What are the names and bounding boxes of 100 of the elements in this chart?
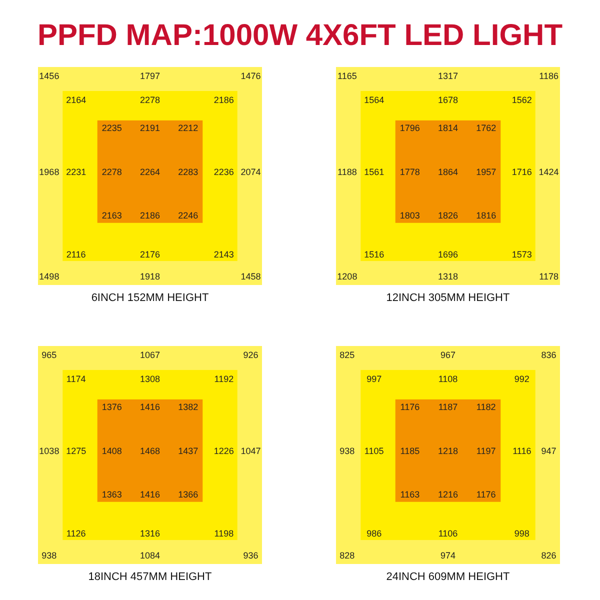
data-label: 1456 (39, 70, 60, 81)
data-label: 1275 (66, 446, 86, 456)
data-label: 1816 (476, 210, 496, 220)
data-label: 828 (340, 550, 355, 560)
data-label: 2176 (140, 250, 160, 260)
data-label: 1762 (476, 123, 496, 134)
data-label: 1188 (338, 166, 357, 177)
text: 24INCH 609MM HEIGHT (386, 571, 510, 583)
data-label: 1163 (400, 489, 420, 500)
data-label: 1573 (512, 250, 532, 260)
data-label: 1218 (438, 446, 458, 456)
data-label: 1803 (400, 210, 420, 220)
data-label: 2163 (102, 210, 122, 220)
data-label: 1416 (140, 402, 160, 412)
data-label: 938 (340, 446, 355, 456)
data-label: 2116 (66, 250, 86, 260)
data-label: 2164 (66, 94, 86, 105)
data-label: 1187 (438, 402, 458, 412)
data-label: 836 (541, 350, 556, 360)
data-label: 1864 (438, 166, 458, 177)
data-label: 1047 (240, 446, 261, 456)
data-label: 826 (541, 550, 556, 560)
data-label: 1498 (39, 271, 60, 282)
data-label: 2236 (214, 166, 234, 177)
data-label: 1437 (178, 446, 198, 456)
data-label: 1105 (364, 446, 384, 456)
data-label: 1174 (66, 374, 86, 384)
data-label: 1366 (178, 489, 198, 500)
data-label: 1826 (438, 210, 458, 220)
data-label: 1126 (66, 528, 86, 539)
data-label: 2264 (140, 166, 160, 177)
data-label: 1363 (102, 489, 122, 500)
data-label: 1208 (337, 271, 358, 282)
data-label: 1376 (102, 402, 122, 412)
data-label: 1562 (512, 94, 532, 105)
data-label: 938 (42, 550, 57, 560)
text: PPFD MAP:1000W 4X6FT LED LIGHT (37, 19, 563, 52)
data-label: 967 (440, 350, 456, 360)
data-label: 1814 (438, 123, 458, 134)
data-label: 998 (514, 528, 530, 539)
data-label: 1106 (438, 528, 458, 539)
data-label: 1108 (438, 374, 458, 384)
data-label: 1796 (400, 123, 420, 134)
data-label: 1696 (438, 250, 458, 260)
data-label: 1197 (476, 446, 496, 456)
data-label: 2191 (140, 123, 160, 134)
data-label: 1084 (140, 550, 160, 560)
data-label: 1165 (338, 70, 357, 81)
data-label: 1424 (538, 166, 559, 177)
data-label: 1564 (364, 94, 384, 105)
data-label: 1416 (140, 489, 160, 500)
data-label: 1476 (240, 70, 261, 81)
text: 12INCH 305MM HEIGHT (386, 292, 510, 304)
data-label: 1116 (512, 446, 532, 456)
data-label: 1198 (214, 528, 234, 539)
data-label: 2283 (178, 166, 198, 177)
data-label: 947 (541, 446, 556, 456)
data-label: 2074 (240, 166, 261, 177)
data-label: 1067 (140, 350, 160, 360)
data-label: 1968 (39, 166, 60, 177)
data-label: 1316 (140, 528, 160, 539)
data-label: 1797 (140, 70, 160, 81)
data-label: 1216 (438, 489, 458, 500)
data-label: 2186 (140, 210, 160, 220)
data-label: 2231 (66, 166, 86, 177)
data-label: 1318 (438, 271, 458, 282)
data-label: 1918 (140, 271, 160, 282)
data-label: 936 (243, 550, 258, 560)
data-label: 1678 (438, 94, 458, 105)
text: 18INCH 457MM HEIGHT (88, 571, 212, 583)
data-label: 2235 (102, 123, 122, 134)
data-label: 2212 (178, 123, 198, 134)
text: 6INCH 152MM HEIGHT (91, 292, 209, 304)
data-label: 1192 (214, 374, 234, 384)
data-label: 1178 (539, 271, 558, 282)
data-label: 825 (340, 350, 355, 360)
data-label: 992 (514, 374, 530, 384)
data-label: 2186 (214, 94, 234, 105)
data-label: 1185 (400, 446, 420, 456)
data-label: 1176 (476, 489, 496, 500)
data-label: 2246 (178, 210, 198, 220)
data-label: 1382 (178, 402, 198, 412)
data-label: 1182 (476, 402, 496, 412)
data-label: 2143 (214, 250, 234, 260)
data-label: 965 (42, 350, 57, 360)
data-label: 926 (243, 350, 258, 360)
data-label: 1308 (140, 374, 160, 384)
data-label: 1458 (240, 271, 261, 282)
data-label: 1957 (476, 166, 496, 177)
data-label: 1516 (364, 250, 384, 260)
data-label: 997 (366, 374, 382, 384)
data-label: 1468 (140, 446, 160, 456)
data-label: 1408 (102, 446, 122, 456)
data-label: 2278 (102, 166, 122, 177)
data-label: 1561 (364, 166, 384, 177)
data-label: 1176 (400, 402, 420, 412)
data-label: 974 (440, 550, 456, 560)
data-label: 1716 (512, 166, 532, 177)
data-label: 1778 (400, 166, 420, 177)
data-label: 1226 (214, 446, 234, 456)
